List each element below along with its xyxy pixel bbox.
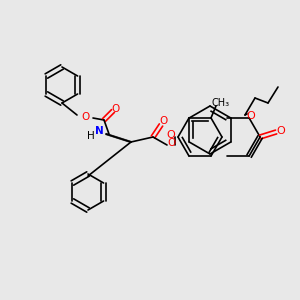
Text: H: H — [87, 131, 95, 141]
Text: O: O — [167, 130, 176, 140]
Text: O: O — [247, 111, 256, 121]
Text: CH₃: CH₃ — [212, 98, 230, 108]
Text: N: N — [94, 126, 103, 136]
Text: O: O — [82, 112, 90, 122]
Text: O: O — [167, 138, 175, 148]
Text: O: O — [277, 126, 286, 136]
Text: O: O — [112, 104, 120, 114]
Text: O: O — [159, 116, 167, 126]
